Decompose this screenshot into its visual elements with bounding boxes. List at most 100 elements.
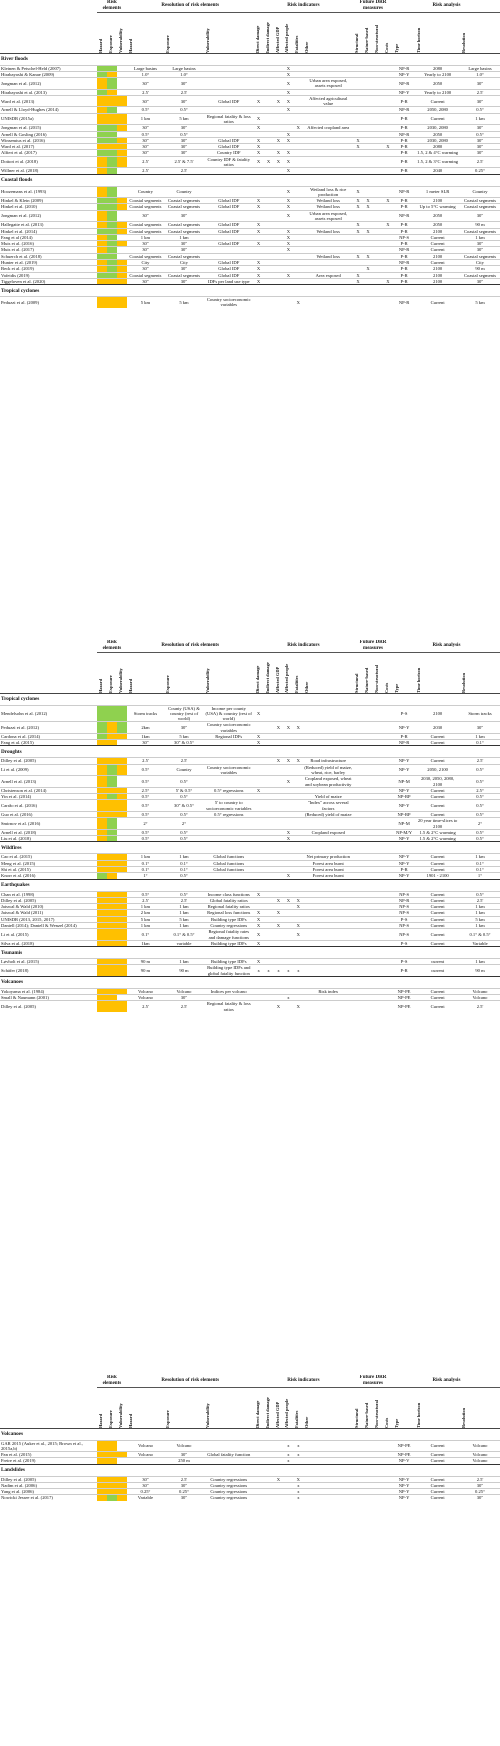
- vulnerability-col-header-label: Vulnerability: [117, 667, 123, 693]
- table-row: UNISDR (2015a) 1 km 5 km Regional fatality …: [0, 112, 500, 125]
- fatalities-cell: X: [293, 124, 304, 132]
- res-vulnerability-cell: [203, 757, 254, 765]
- other-header: Other: [303, 1387, 354, 1429]
- direct-damage-cell: X: [253, 221, 264, 229]
- indirect-damage-cell: [263, 227, 274, 235]
- reference-cell: Jongman et al. (2012): [0, 209, 97, 222]
- res-exposure-cell: 0.5°: [164, 890, 204, 898]
- hazard-swatch: [96, 793, 107, 800]
- fatalities-cell: [293, 227, 304, 235]
- non-structural-cell: [373, 1000, 383, 1013]
- time-horizon-cell: Current: [415, 1000, 460, 1013]
- res-exposure-cell: Coastal segments: [164, 197, 204, 204]
- time-horizon-cell: Current: [415, 732, 460, 740]
- nature-based-cell: [363, 732, 373, 740]
- fatalities-cell: [293, 77, 304, 90]
- type-cell: NP-PE: [392, 1000, 416, 1013]
- other-cell: Urban area exposed, assets exposed: [303, 77, 354, 90]
- affected-people-cell: [283, 853, 294, 861]
- affected-people-cell: X: [283, 240, 294, 247]
- resolution-cell: 2.5°: [460, 786, 500, 794]
- res-hazard-cell: 1km: [126, 939, 165, 947]
- res-exposure-cell: 30": [164, 94, 204, 107]
- res-exposure-cell: 30": [164, 209, 204, 222]
- hazard-swatch: [96, 167, 107, 175]
- non-structural-cell: [373, 958, 383, 965]
- hazard-col-header: Hazard: [96, 652, 107, 694]
- structural-cell: [353, 1488, 364, 1495]
- fatalities-cell: [293, 252, 304, 260]
- time-horizon-cell: Current: [415, 865, 460, 873]
- res-exposure-cell: 30": [164, 246, 204, 254]
- table-block-2: Risk elements Resolution of risk elements…: [0, 640, 500, 1375]
- resolution-cell: 0.5°: [460, 106, 500, 114]
- hazard-swatch: [96, 155, 107, 168]
- res-hazard-cell: 2.5': [126, 167, 165, 175]
- affected-people-cell: X: [283, 167, 294, 175]
- res-hazard-cell: Storm tracks: [126, 704, 165, 722]
- res-hazard-cell: Coastal segments: [126, 203, 165, 211]
- costs-cell: [382, 1451, 393, 1458]
- nature-based-cell: [363, 70, 373, 78]
- indirect-damage-cell: [263, 890, 274, 898]
- res-exposure-cell: 0.1°: [164, 859, 204, 867]
- affected-people-cell: [283, 859, 294, 867]
- exposure-swatch: [106, 265, 117, 272]
- costs-cell: [382, 1481, 393, 1489]
- structural-cell: [353, 903, 364, 910]
- non-structural-cell: [373, 828, 383, 836]
- resolution-cell: Volcano: [460, 1451, 500, 1458]
- vulnerability-swatch: [116, 271, 127, 279]
- res-vulnerability-cell: Regional fatality & loss ratios: [203, 112, 254, 125]
- hazard-col-header: Hazard: [96, 1387, 107, 1429]
- exposure-swatch: [106, 233, 117, 241]
- risk-indicators-header: Risk indicators: [253, 1375, 354, 1388]
- nature-based-cell: [363, 890, 373, 898]
- non-structural-cell: [373, 896, 383, 904]
- res-exposure-cell: 30": [164, 1494, 204, 1501]
- resolution-cell: Coastal segments: [460, 227, 500, 235]
- vulnerability-col-header: Vulnerability: [116, 1387, 127, 1429]
- res-exposure-cell: Coastal segments: [164, 271, 204, 279]
- other-cell: [303, 70, 354, 78]
- other-cell: [303, 136, 354, 144]
- section-row: Tsunamis: [0, 946, 500, 959]
- table-row: Winsemius et al. (2016) 30" 30" Global IDF X…: [0, 136, 500, 144]
- non-structural-cell: [373, 209, 383, 222]
- affected-gdp-cell: [273, 240, 284, 247]
- resolution-cell: Large basins: [460, 64, 500, 72]
- direct-damage-cell: [253, 1457, 264, 1465]
- structural-cell: [353, 167, 364, 175]
- non-structural-cell: [373, 130, 383, 138]
- direct-damage-cell: [253, 721, 264, 734]
- reference-cell: Peduzzi et al. (2009): [0, 296, 97, 308]
- res-exposure-cell: 0.5°: [164, 810, 204, 818]
- res-vulnerability-cell: Building type IDFs and global fatality f…: [203, 964, 254, 977]
- time-horizon-cell: Current: [415, 799, 460, 812]
- hazard-swatch: [96, 939, 107, 947]
- indirect-damage-cell: [263, 94, 274, 107]
- non-structural-cell: [373, 810, 383, 818]
- res-exposure-header-label: Exposure: [165, 1409, 171, 1428]
- direct-damage-cell: [253, 835, 264, 842]
- vulnerability-swatch: [116, 964, 127, 977]
- vulnerability-swatch: [116, 143, 127, 150]
- type-cell: NP-S: [392, 909, 416, 917]
- fatalities-cell: [293, 775, 304, 788]
- blank-header: [0, 1387, 97, 1429]
- vulnerability-swatch: [116, 994, 127, 1001]
- affected-gdp-cell: [273, 828, 284, 836]
- affected-gdp-cell: X: [273, 896, 284, 904]
- res-hazard-cell: 1 km: [126, 853, 165, 861]
- hazard-swatch: [96, 197, 107, 204]
- exposure-swatch: [106, 296, 117, 308]
- type-header: Type: [392, 1387, 416, 1429]
- section-row: Wildfires: [0, 841, 500, 854]
- hazard-swatch: [96, 203, 107, 211]
- res-hazard-cell: Coastal segments: [126, 221, 165, 229]
- res-exposure-cell: 0.5°: [164, 828, 204, 836]
- structural-cell: X: [353, 197, 364, 204]
- fatalities-cell: X: [293, 1000, 304, 1013]
- exposure-swatch: [106, 903, 117, 910]
- resolution-cell: 30": [460, 136, 500, 144]
